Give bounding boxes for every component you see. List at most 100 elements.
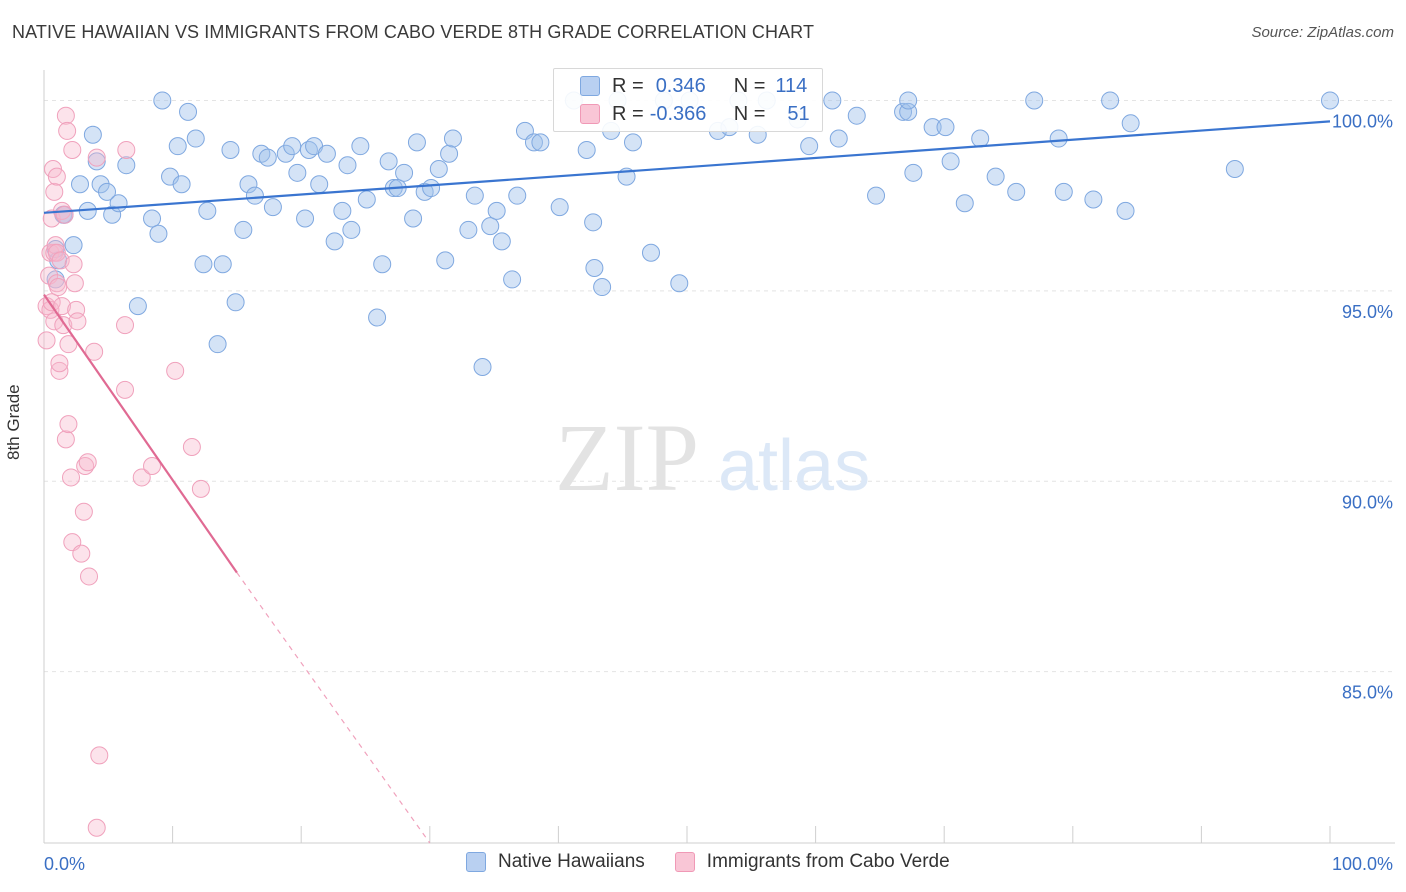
cabo-verde-point <box>182 437 201 456</box>
cabo-verde-point <box>56 106 75 125</box>
cabo-verde-point <box>72 544 91 563</box>
native-hawaiian-point <box>288 163 307 182</box>
legend-swatch-pink <box>580 104 600 124</box>
cabo-verde-point <box>166 361 185 380</box>
native-hawaiian-point <box>492 232 511 251</box>
r-value: -0.366 <box>649 102 707 125</box>
native-hawaiian-point <box>465 186 484 205</box>
native-hawaiian-point <box>1084 190 1103 209</box>
native-hawaiian-point <box>623 133 642 152</box>
native-hawaiian-point <box>487 201 506 220</box>
native-hawaiian-point <box>351 137 370 156</box>
native-hawaiian-point <box>1101 91 1120 110</box>
native-hawaiian-point <box>986 167 1005 186</box>
native-hawaiian-point <box>823 91 842 110</box>
native-hawaiian-point <box>422 179 441 198</box>
stats-row-native-hawaiians: R = 0.346 N = 114 <box>554 73 807 99</box>
cabo-verde-point <box>191 479 210 498</box>
native-hawaiian-point <box>198 201 217 220</box>
native-hawaiian-point <box>1225 160 1244 179</box>
cabo-verde-trendline-extension <box>236 572 431 844</box>
native-hawaiian-point <box>481 217 500 236</box>
native-hawaiian-point <box>404 209 423 228</box>
native-hawaiian-point <box>429 160 448 179</box>
native-hawaiian-point <box>577 140 596 159</box>
native-hawaiian-point <box>407 133 426 152</box>
n-value: 114 <box>775 74 808 97</box>
cabo-verde-point <box>67 300 86 319</box>
cabo-verde-point <box>53 297 72 316</box>
cabo-verde-point <box>47 167 66 186</box>
y-tick-label: 85.0% <box>1342 683 1393 703</box>
legend-swatch-blue <box>466 852 486 872</box>
watermark-atlas: atlas <box>718 426 870 506</box>
cabo-verde-point <box>56 430 75 449</box>
cabo-verde-point <box>85 342 104 361</box>
cabo-verde-point <box>55 205 74 224</box>
native-hawaiian-point <box>473 358 492 377</box>
native-hawaiian-point <box>234 220 253 239</box>
native-hawaiian-point <box>179 102 198 121</box>
native-hawaiian-point <box>117 156 136 175</box>
native-hawaiian-point <box>317 144 336 163</box>
n-label: N = <box>733 74 766 97</box>
native-hawaiian-point <box>103 205 122 224</box>
native-hawaiian-point <box>531 133 550 152</box>
cabo-verde-point <box>87 818 106 837</box>
native-hawaiian-point <box>524 133 543 152</box>
native-hawaiian-point <box>128 297 147 316</box>
cabo-verde-point <box>64 255 83 274</box>
native-hawaiian-point <box>1321 91 1339 110</box>
cabo-verde-point <box>58 121 77 140</box>
native-hawaiian-point <box>440 144 459 163</box>
cabo-verde-point <box>45 182 64 201</box>
native-hawaiian-point <box>342 220 361 239</box>
native-hawaiian-point <box>584 213 603 232</box>
trend-lines <box>43 120 1331 844</box>
x-tick-label: 0.0% <box>44 854 85 874</box>
legend-item-cabo-verde[interactable]: Immigrants from Cabo Verde <box>674 851 950 873</box>
cabo-verde-point <box>80 567 99 586</box>
native-hawaiian-point <box>503 270 522 289</box>
cabo-verde-point <box>65 274 84 293</box>
native-hawaiian-point <box>670 274 689 293</box>
n-value: 51 <box>787 102 810 125</box>
cabo-verde-point <box>116 380 135 399</box>
r-label: R = <box>612 74 644 97</box>
native-hawaiian-point <box>923 118 942 137</box>
native-hawaiian-point <box>263 198 282 217</box>
cabo-verde-point <box>78 453 97 472</box>
native-hawaiian-point <box>245 186 264 205</box>
native-hawaiian-point <box>258 148 277 167</box>
native-hawaiian-point <box>283 137 302 156</box>
native-hawaiian-point <box>971 129 990 148</box>
source-label: Source: ZipAtlas.com <box>1251 24 1394 41</box>
native-hawaiian-point <box>955 194 974 213</box>
cabo-verde-point <box>59 415 78 434</box>
cabo-verde-point <box>74 502 93 521</box>
axes <box>43 70 1395 844</box>
legend-label: Immigrants from Cabo Verde <box>706 851 950 872</box>
native-hawaiian-point <box>936 118 955 137</box>
native-hawaiian-point <box>186 129 205 148</box>
native-hawaiian-point <box>550 198 569 217</box>
native-hawaiian-point <box>1121 114 1140 133</box>
native-hawaiian-point <box>149 224 168 243</box>
native-hawaiian-point <box>867 186 886 205</box>
native-hawaiian-point <box>226 293 245 312</box>
native-hawaiian-point <box>829 129 848 148</box>
native-hawaiian-point <box>296 209 315 228</box>
native-hawaiian-point <box>172 175 191 194</box>
native-hawaiian-point <box>800 137 819 156</box>
legend-item-native-hawaiians[interactable]: Native Hawaiians <box>466 851 645 873</box>
stats-legend: R = 0.346 N = 114 R = -0.366 N = 51 <box>553 68 823 132</box>
native-hawaiian-point <box>325 232 344 251</box>
y-tick-label: 100.0% <box>1332 111 1393 131</box>
native-hawaiian-point <box>593 278 612 297</box>
native-hawaiian-point <box>87 152 106 171</box>
cabo-verde-point <box>117 140 136 159</box>
native-hawaiian-point <box>847 106 866 125</box>
native-hawaiian-point <box>98 182 117 201</box>
cabo-verde-trendline <box>43 294 238 574</box>
